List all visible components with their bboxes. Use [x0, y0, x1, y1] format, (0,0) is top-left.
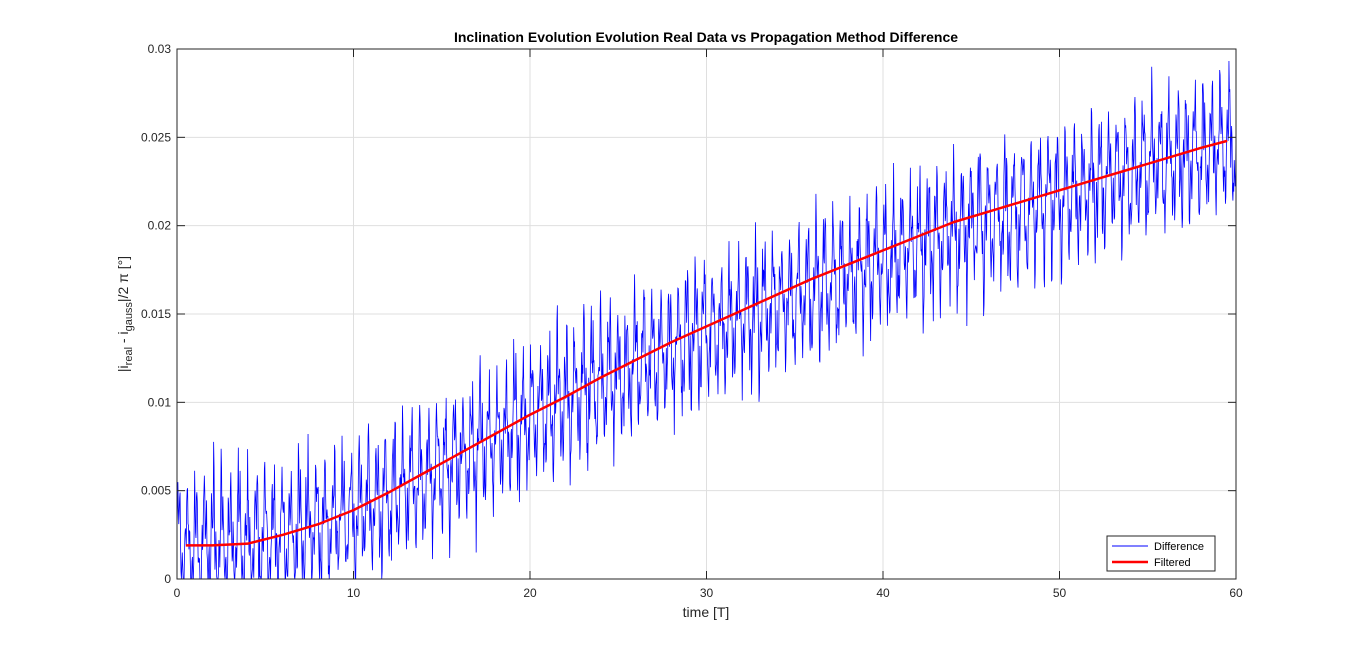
- y-label-sub-gauss: gauss: [123, 302, 135, 332]
- y-tick-label: 0.005: [141, 484, 171, 498]
- y-label-prefix: |i: [115, 365, 131, 372]
- y-tick-label: 0.03: [148, 42, 172, 56]
- series-layer: [176, 61, 1237, 580]
- y-tick-label: 0.02: [148, 219, 172, 233]
- ticks: 0 10 20 30 40 50 60 0 0.005 0.01 0.015 0.02 0.025 0.0…: [141, 42, 1243, 600]
- chart-title: Inclination Evolution Evolution Real Dat…: [454, 29, 958, 45]
- y-tick-label: 0.015: [141, 307, 171, 321]
- x-axis-label: time [T]: [683, 604, 730, 620]
- y-tick-label: 0: [164, 572, 171, 586]
- y-tick-label: 0.025: [141, 130, 171, 144]
- x-tick-label: 60: [1229, 586, 1243, 600]
- x-tick-label: 50: [1053, 586, 1067, 600]
- legend-label-filtered: Filtered: [1154, 557, 1191, 569]
- series-line-filtered: [185, 139, 1228, 547]
- y-label-sub-real: real: [123, 347, 135, 365]
- y-label-suffix: |/2 π [°]: [115, 256, 131, 302]
- x-tick-label: 30: [700, 586, 714, 600]
- y-tick-label: 0.01: [148, 395, 172, 409]
- series-line-difference: [176, 61, 1237, 580]
- x-tick-label: 10: [347, 586, 361, 600]
- x-tick-label: 20: [523, 586, 537, 600]
- y-axis-label: |ireal - igauss|/2 π [°]: [115, 256, 135, 372]
- y-label-mid: - i: [115, 331, 131, 347]
- x-tick-label: 0: [174, 586, 181, 600]
- legend-label-difference: Difference: [1154, 541, 1204, 553]
- legend: Difference Filtered: [1106, 535, 1216, 572]
- legend-box: [1106, 535, 1216, 572]
- x-tick-label: 40: [876, 586, 890, 600]
